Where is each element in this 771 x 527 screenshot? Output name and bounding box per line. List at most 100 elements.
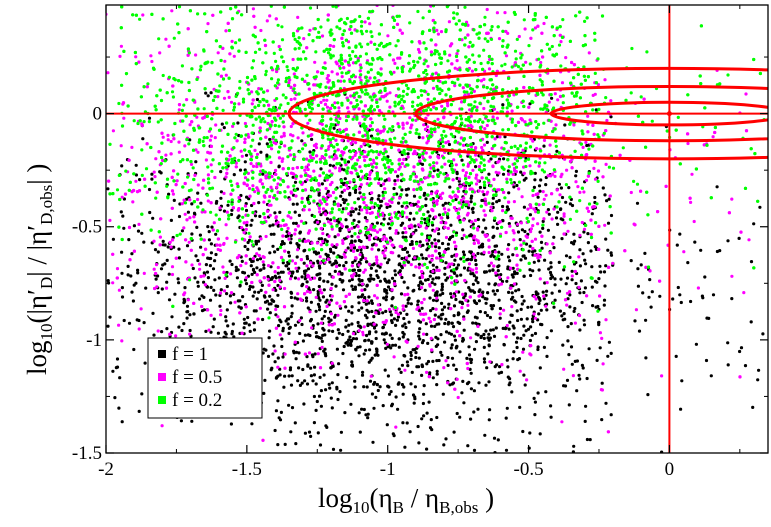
data-point xyxy=(462,401,466,405)
data-point xyxy=(210,225,214,229)
data-point xyxy=(318,210,322,214)
data-point xyxy=(466,124,470,128)
data-point xyxy=(554,216,559,220)
data-point xyxy=(476,251,480,256)
data-point xyxy=(298,318,302,323)
data-point xyxy=(249,162,253,166)
data-point xyxy=(565,276,570,280)
data-point xyxy=(581,366,585,370)
data-point xyxy=(506,247,510,251)
data-point xyxy=(345,375,349,380)
data-point xyxy=(401,231,405,235)
data-point xyxy=(255,186,259,190)
data-point xyxy=(222,270,226,274)
data-point xyxy=(356,320,360,325)
data-point xyxy=(552,235,556,239)
data-point xyxy=(381,251,385,255)
data-point xyxy=(533,331,538,336)
data-point xyxy=(229,192,233,196)
data-point xyxy=(290,374,294,378)
data-point xyxy=(390,336,394,340)
data-point xyxy=(494,271,498,275)
data-point xyxy=(304,296,309,300)
data-point xyxy=(515,309,519,313)
data-point xyxy=(409,353,413,358)
data-point xyxy=(421,318,425,322)
data-point xyxy=(188,138,192,142)
data-point xyxy=(598,346,602,350)
data-point xyxy=(474,238,478,242)
data-point xyxy=(357,274,361,278)
data-point xyxy=(357,238,361,243)
data-point xyxy=(196,258,200,263)
data-point xyxy=(397,254,401,258)
data-point xyxy=(282,305,287,309)
data-point xyxy=(182,198,186,202)
data-point xyxy=(455,411,459,416)
data-point xyxy=(360,278,364,283)
data-point xyxy=(499,370,504,374)
data-point xyxy=(299,219,303,223)
data-point xyxy=(433,293,437,297)
data-point xyxy=(290,406,295,410)
data-point xyxy=(287,254,291,258)
data-point xyxy=(508,259,512,263)
data-point xyxy=(277,275,281,279)
data-point xyxy=(274,326,278,330)
data-point xyxy=(587,51,591,55)
data-point xyxy=(329,222,333,226)
data-point xyxy=(497,198,501,203)
data-point xyxy=(385,342,389,346)
data-point xyxy=(321,295,325,299)
data-point xyxy=(361,330,365,334)
data-point xyxy=(229,272,233,276)
data-point xyxy=(444,235,449,240)
data-point xyxy=(450,321,454,325)
data-point xyxy=(557,260,561,264)
data-point xyxy=(339,194,343,198)
data-point xyxy=(534,297,538,301)
data-point xyxy=(228,52,232,56)
data-point xyxy=(316,272,320,276)
data-point xyxy=(580,220,584,225)
data-point xyxy=(538,189,542,193)
data-point xyxy=(122,318,126,323)
data-point xyxy=(430,208,434,212)
data-point xyxy=(135,190,140,194)
data-point xyxy=(322,373,326,377)
data-point xyxy=(705,316,709,320)
data-point xyxy=(134,163,138,167)
data-point xyxy=(434,43,438,47)
data-point xyxy=(472,241,476,245)
data-point xyxy=(132,224,136,228)
data-point xyxy=(339,448,343,452)
data-point xyxy=(211,325,215,329)
data-point xyxy=(563,221,567,225)
data-point xyxy=(160,424,164,428)
data-point xyxy=(430,244,434,248)
data-point xyxy=(487,343,491,347)
data-point xyxy=(528,203,533,207)
data-point xyxy=(349,402,353,406)
data-point xyxy=(522,333,526,337)
data-point xyxy=(303,188,308,192)
data-point xyxy=(314,309,318,313)
data-point xyxy=(111,237,115,241)
data-point xyxy=(462,196,466,200)
data-point xyxy=(226,21,230,25)
data-point xyxy=(331,447,336,451)
data-point xyxy=(604,162,608,166)
data-point xyxy=(240,154,244,158)
data-point xyxy=(336,328,340,332)
data-point xyxy=(509,286,513,290)
data-point xyxy=(443,266,447,270)
data-point xyxy=(454,267,458,271)
data-point xyxy=(225,210,229,214)
data-point xyxy=(521,350,525,354)
data-point xyxy=(168,240,172,244)
data-point xyxy=(494,170,498,174)
data-point xyxy=(122,197,126,201)
data-point xyxy=(294,350,299,354)
data-point xyxy=(525,378,529,382)
data-point xyxy=(209,201,213,205)
